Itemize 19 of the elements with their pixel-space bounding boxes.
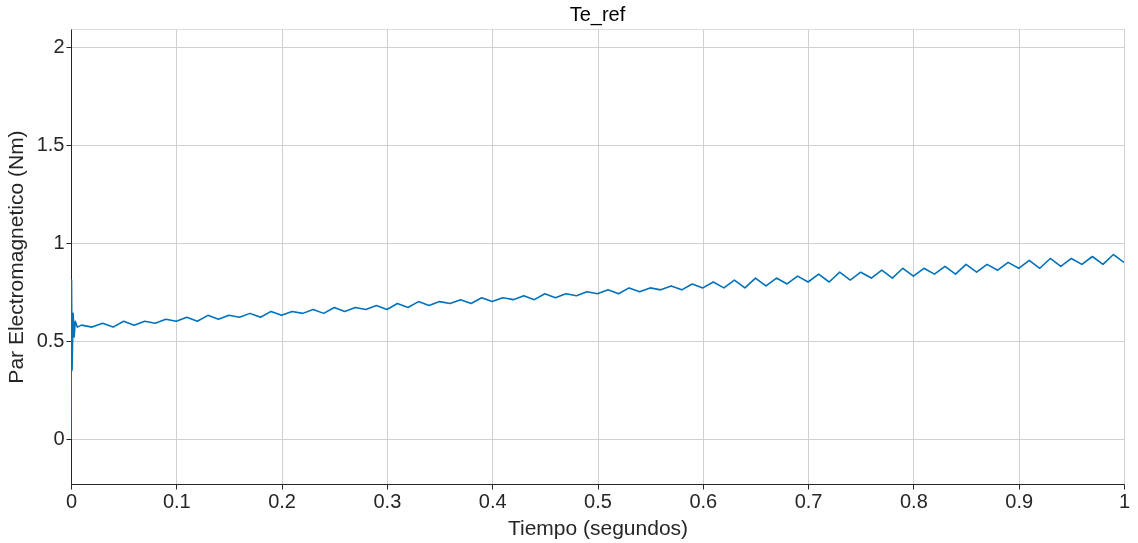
x-tick-label: 1 bbox=[1118, 489, 1131, 512]
y-tick-label: 0.5 bbox=[36, 329, 65, 352]
x-tick-label: 0.6 bbox=[689, 489, 718, 512]
x-axis-title: Tiempo (segundos) bbox=[507, 515, 689, 539]
y-tick-label: 1.5 bbox=[36, 133, 65, 156]
x-tick-label: 0.4 bbox=[478, 489, 507, 512]
x-tick-label: 0.5 bbox=[584, 489, 612, 512]
chart-title: Te_ref bbox=[569, 3, 626, 26]
y-axis-title: Par Electromagnetico (Nm) bbox=[3, 130, 27, 384]
x-tick-label: 0.9 bbox=[1005, 489, 1034, 512]
line-series bbox=[71, 253, 1124, 440]
y-tick-label: 0 bbox=[53, 427, 65, 450]
x-tick-label: 0.7 bbox=[794, 489, 823, 512]
x-tick-label: 0.3 bbox=[373, 489, 402, 512]
x-tick-label: 0.1 bbox=[162, 489, 191, 512]
y-tick-label: 1 bbox=[53, 231, 65, 254]
y-tick-label: 2 bbox=[53, 35, 65, 58]
x-tick-label: 0.8 bbox=[899, 489, 928, 512]
x-tick-label: 0.2 bbox=[268, 489, 297, 512]
